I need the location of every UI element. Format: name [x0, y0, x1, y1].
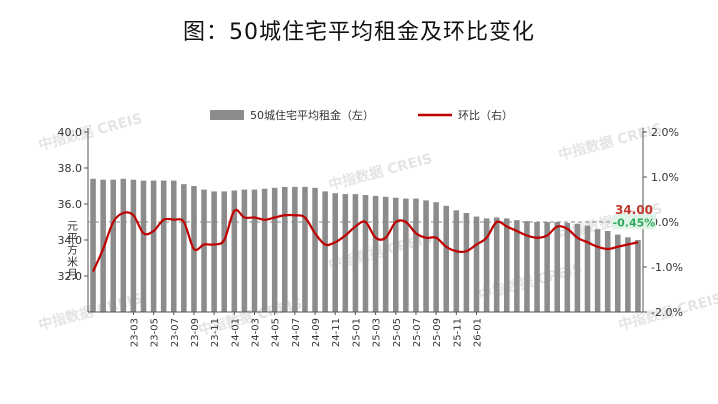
x-tick-label: 23-09 [190, 318, 201, 347]
rent-bar [271, 187, 278, 312]
x-tick-label: 23-05 [150, 318, 161, 347]
rent-bar [564, 222, 571, 312]
x-tick-label: 25-03 [372, 318, 383, 347]
x-tick-label: 26-01 [473, 318, 484, 347]
left-tick-label: 38.0 [58, 162, 83, 175]
right-tick-label: 2.0% [651, 126, 679, 139]
rent-bar [584, 225, 591, 312]
x-tick-label: 23-07 [170, 318, 181, 347]
watermark-text: 中指数据 CREIS [557, 120, 665, 164]
rent-bar [443, 205, 450, 312]
left-tick-label: 34.0 [58, 234, 83, 247]
rent-bar [413, 198, 419, 312]
rent-bar [292, 186, 298, 312]
rent-bar [342, 194, 349, 312]
rent-bar [574, 223, 581, 312]
x-tick-label: 24-01 [230, 318, 241, 347]
x-tick-label: 24-07 [291, 318, 302, 347]
chart-title: 图：50城住宅平均租金及环比变化 [183, 20, 535, 45]
rent-bar [423, 200, 429, 312]
rent-bar [231, 190, 238, 312]
left-tick-label: 36.0 [58, 198, 83, 211]
legend-label-rent: 50城住宅平均租金（左） [250, 108, 374, 122]
last-rent-annotation: 34.00 [615, 203, 653, 217]
right-tick-label: 0.0% [651, 216, 679, 229]
rent-bar [251, 189, 258, 312]
x-tick-label: 25-07 [412, 318, 423, 347]
rent-bar [140, 180, 147, 312]
rent-bar [463, 213, 470, 312]
rent-bar [261, 188, 268, 312]
rent-bar [221, 191, 228, 312]
rent-bar [211, 191, 217, 312]
right-tick-label: 1.0% [651, 171, 679, 184]
right-tick-label: -2.0% [651, 306, 683, 319]
rent-bar [322, 191, 328, 312]
rent-bar [110, 179, 117, 312]
rent-bar [382, 196, 389, 312]
rent-bar [635, 240, 641, 312]
rent-bar [453, 210, 460, 312]
rent-bar [241, 189, 248, 312]
rent-bar [362, 195, 369, 312]
rent-bar [614, 234, 621, 312]
x-tick-label: 25-11 [452, 318, 463, 347]
legend-label-mom: 环比（右） [458, 108, 513, 122]
x-tick-label: 24-09 [311, 318, 322, 347]
rent-bar [100, 179, 106, 312]
rent-bar [544, 222, 550, 312]
legend-bar-swatch [210, 110, 244, 120]
left-axis-label: 元平方米月 [66, 220, 79, 280]
rent-bar [150, 180, 157, 312]
rent-bar [372, 195, 379, 312]
left-tick-label: 32.0 [58, 270, 83, 283]
rent-bar [170, 180, 177, 312]
rent-bar [332, 193, 339, 312]
rent-bar [201, 189, 207, 312]
x-tick-label: 25-09 [432, 318, 443, 347]
rent-bar [90, 178, 96, 312]
rent-bar [493, 217, 500, 312]
watermark-text: 中指数据 CREIS [37, 110, 145, 154]
rent-bar [352, 194, 359, 312]
x-tick-label: 25-05 [392, 318, 403, 347]
rent-bar [160, 180, 167, 312]
rent-bar [483, 218, 490, 312]
x-tick-label: 24-11 [331, 318, 342, 347]
x-tick-label: 25-01 [351, 318, 362, 347]
rent-bar [604, 231, 611, 312]
rent-bar [392, 197, 399, 312]
rent-bar [130, 179, 137, 312]
rent-bar [433, 202, 439, 312]
left-tick-label: 40.0 [58, 126, 83, 139]
rent-bar [524, 221, 530, 312]
mom-annotation-bg [611, 214, 656, 230]
right-tick-label: -1.0% [651, 261, 683, 274]
x-tick-label: 24-05 [271, 318, 282, 347]
rent-bar [181, 184, 187, 312]
watermark-text: 中指数据 CREIS [327, 150, 435, 194]
last-mom-annotation: -0.45% [613, 216, 656, 229]
x-tick-label: 24-03 [251, 318, 262, 347]
rent-bar [554, 222, 561, 312]
rent-bar [312, 187, 318, 312]
x-tick-label: 23-03 [129, 318, 140, 347]
rent-bar [403, 198, 409, 312]
legend: 50城住宅平均租金（左） 环比（右） [210, 108, 513, 122]
rent-bar [302, 186, 308, 312]
rent-bar [514, 220, 520, 312]
rent-bar [625, 237, 631, 312]
rent-bar [281, 186, 288, 312]
rent-bar [534, 222, 540, 312]
rent-bar [120, 178, 127, 312]
rent-bar [594, 229, 601, 312]
rent-bar [473, 216, 480, 312]
x-tick-label: 23-11 [210, 318, 221, 347]
mom-line [92, 208, 639, 272]
rent-bar [503, 218, 510, 312]
